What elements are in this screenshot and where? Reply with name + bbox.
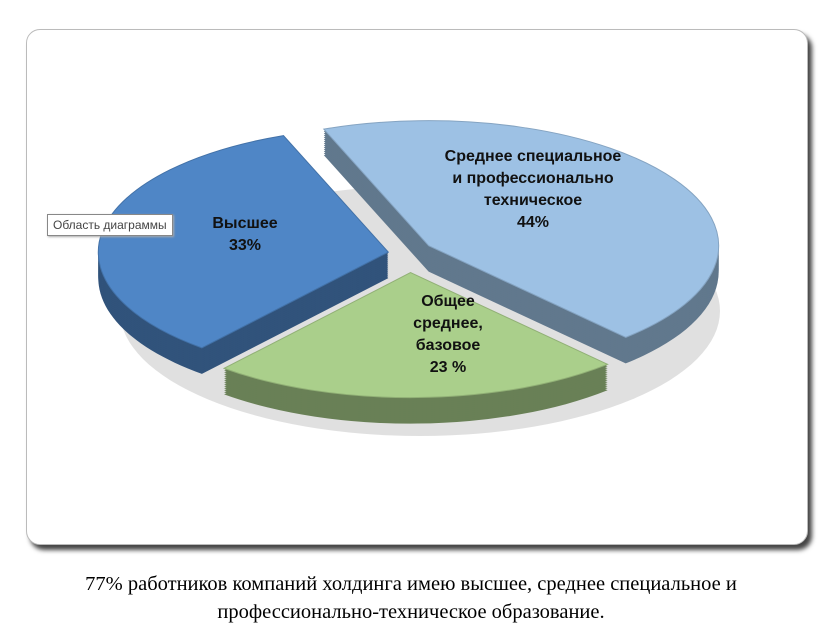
category-label: Общее среднее, базовое [413,293,483,354]
value-label: 44% [516,214,550,231]
category-label: Высшее [212,215,278,232]
caption: 77% работников компаний холдинга имею вы… [85,573,737,623]
data-label: Среднее специальное и профессионально те… [441,146,626,234]
category-label: Среднее специальное и профессионально те… [444,148,622,209]
data-label: Общее среднее, базовое 23 % [393,291,503,379]
slice [222,272,609,399]
value-label: 23 % [429,359,467,376]
data-label: Высшее 33% [190,213,300,257]
value-label: 33% [228,237,262,254]
slice [322,120,720,338]
tooltip: Область диаграммы [47,214,173,236]
